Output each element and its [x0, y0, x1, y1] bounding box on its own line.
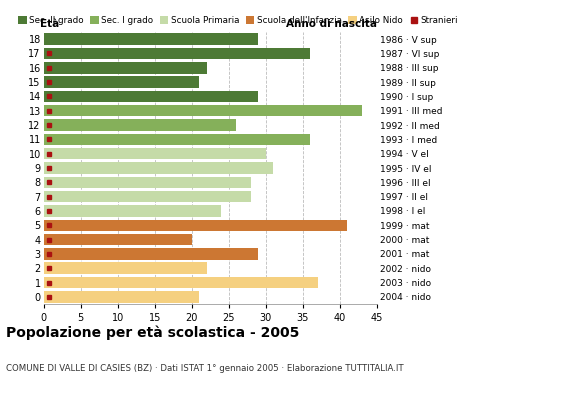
- Bar: [44, 176, 251, 188]
- Bar: [44, 220, 347, 231]
- Bar: [44, 119, 236, 131]
- Bar: [44, 91, 259, 102]
- Bar: [44, 291, 199, 302]
- Bar: [44, 191, 251, 202]
- Bar: [44, 62, 206, 74]
- Bar: [44, 134, 310, 145]
- Bar: [44, 262, 206, 274]
- Bar: [44, 34, 259, 45]
- Bar: [44, 48, 310, 59]
- Legend: Sec. II grado, Sec. I grado, Scuola Primaria, Scuola dell'Infanzia, Asilo Nido, : Sec. II grado, Sec. I grado, Scuola Prim…: [18, 16, 458, 25]
- Bar: [44, 277, 318, 288]
- Text: Anno di nascita: Anno di nascita: [286, 19, 377, 29]
- Bar: [44, 105, 362, 116]
- Text: Popolazione per età scolastica - 2005: Popolazione per età scolastica - 2005: [6, 326, 299, 340]
- Bar: [44, 248, 259, 260]
- Bar: [44, 205, 222, 217]
- Text: COMUNE DI VALLE DI CASIES (BZ) · Dati ISTAT 1° gennaio 2005 · Elaborazione TUTTI: COMUNE DI VALLE DI CASIES (BZ) · Dati IS…: [6, 364, 404, 373]
- Text: Età: Età: [40, 19, 59, 29]
- Bar: [44, 76, 199, 88]
- Bar: [44, 162, 273, 174]
- Bar: [44, 148, 266, 160]
- Bar: [44, 234, 192, 245]
